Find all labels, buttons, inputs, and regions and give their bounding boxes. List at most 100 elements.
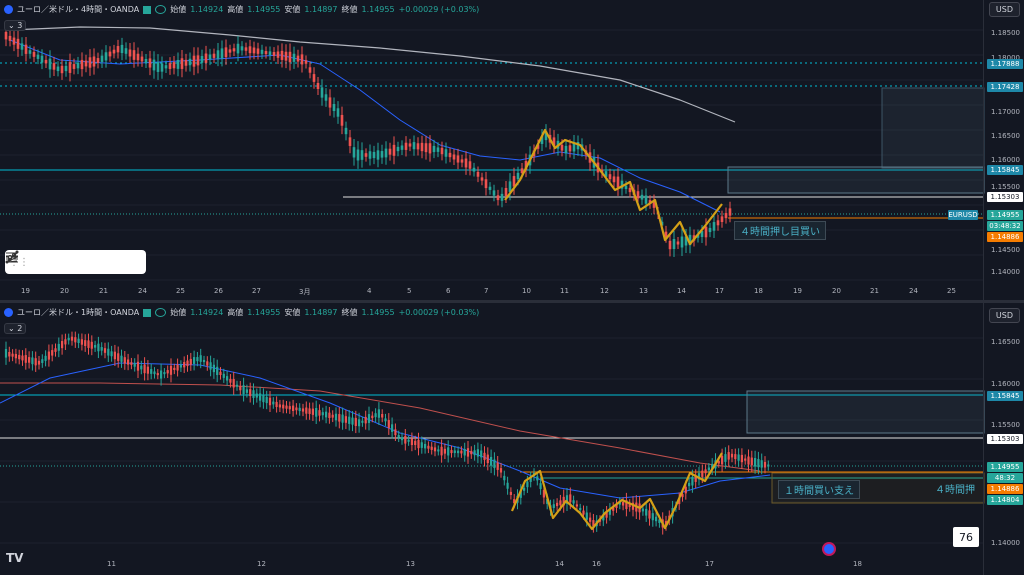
candle-body (180, 58, 184, 69)
candle-body (249, 389, 252, 397)
tradingview-logo[interactable]: TV (6, 551, 24, 565)
candle-body (691, 476, 694, 486)
indicators-toggle[interactable]: ⌄ 2 (4, 323, 27, 334)
candle-body (417, 439, 420, 449)
candle-body (216, 366, 219, 376)
candle-body (529, 476, 532, 482)
candle-body (348, 137, 352, 146)
candle-body (568, 145, 572, 152)
candle-body (524, 160, 528, 170)
price-label-orange: 1.14886 (987, 232, 1023, 242)
price-axis-4h[interactable]: 1.18500 1.18000 1.17000 1.16500 1.16000 … (983, 0, 1024, 302)
candle-body (472, 167, 476, 172)
fib-retracement-icon[interactable] (6, 252, 139, 270)
time-tick: 21 (99, 287, 108, 295)
ray-icon[interactable] (6, 251, 73, 270)
candle-body (64, 65, 68, 72)
horizontal-ray-icon[interactable] (6, 254, 117, 270)
drag-handle-icon[interactable]: ⋮⋮ (9, 256, 29, 268)
candle-body (443, 448, 446, 454)
pane-divider[interactable] (0, 300, 1024, 303)
candle-body (655, 516, 658, 522)
candle-body (392, 144, 396, 156)
candle-body (464, 158, 468, 168)
candle-body (188, 58, 192, 66)
candle-body (67, 337, 70, 341)
candle-body (204, 53, 208, 63)
candle-body (332, 104, 336, 111)
candle-body (341, 414, 344, 423)
price-label-green: 1.14804 (987, 495, 1023, 505)
time-tick: 5 (407, 287, 412, 295)
candle-body (546, 499, 549, 504)
candle-body (565, 495, 569, 504)
candle-body (305, 407, 308, 414)
candle-body (110, 351, 113, 357)
flag-icon[interactable] (143, 308, 152, 317)
candle-body (298, 407, 301, 412)
annotation-4h-dip-cut[interactable]: ４時間押 (935, 485, 975, 496)
candle-body (351, 417, 354, 425)
trendline-icon[interactable] (5, 250, 51, 270)
time-tick: 20 (832, 287, 841, 295)
candle-body (14, 353, 17, 359)
badge-76[interactable]: 76 (953, 527, 979, 547)
flag-icon[interactable] (143, 5, 152, 14)
candle-body (164, 65, 168, 69)
candle-body (173, 367, 176, 371)
candle-body (68, 62, 72, 73)
symbol-tag: EURUSD (948, 210, 978, 220)
candle-body (280, 50, 284, 60)
candle-body (92, 56, 96, 67)
candle-body (163, 372, 166, 375)
candle-body (252, 47, 256, 54)
candle-body (262, 394, 265, 403)
candle-body (734, 454, 737, 460)
eye-icon[interactable] (155, 5, 167, 14)
chart-pane-1h[interactable]: ユーロ／米ドル・1時間・OANDA 始値 1.14924 高値 1.14955 安値… (0, 303, 1024, 575)
change-value: +0.00029 (+0.03%) (398, 5, 480, 14)
candle-body (523, 487, 526, 491)
price-axis-1h[interactable]: 1.16500 1.16000 1.15500 1.14000 (983, 303, 1024, 575)
candle-body (503, 475, 506, 481)
candle-body (199, 355, 202, 362)
candle-body (688, 482, 691, 487)
candle-body (108, 51, 112, 57)
eye-icon[interactable] (155, 308, 167, 317)
time-tick: 25 (947, 287, 956, 295)
candle-body (416, 143, 420, 150)
close-value: 1.14955 (361, 308, 395, 317)
candle-body (28, 50, 32, 54)
alert-icon[interactable] (822, 542, 836, 556)
symbol-title[interactable]: ユーロ／米ドル・4時間・OANDA (17, 5, 140, 14)
candle-body (212, 53, 216, 58)
time-tick: 13 (406, 560, 415, 568)
indicators-toggle[interactable]: ⌄ 3 (4, 20, 27, 31)
candle-body (448, 152, 452, 158)
chart-canvas-4h[interactable] (0, 0, 1024, 302)
candle-body (340, 114, 344, 126)
candle-body (84, 340, 87, 346)
chart-canvas-1h[interactable] (0, 303, 1024, 575)
candle-body (648, 200, 652, 204)
candle-body (371, 415, 374, 419)
candle-body (136, 53, 140, 61)
candle-body (148, 58, 152, 68)
annotation-4h-buy-dip[interactable]: ４時間押し目買い (734, 221, 826, 240)
candle-body (684, 486, 687, 494)
currency-button[interactable]: USD (988, 2, 1020, 17)
candle-body (539, 483, 542, 489)
candle-body (457, 450, 460, 454)
candle-body (612, 507, 615, 511)
symbol-title[interactable]: ユーロ／米ドル・1時間・OANDA (17, 308, 140, 317)
currency-button[interactable]: USD (988, 308, 1020, 323)
chart-pane-4h[interactable]: ユーロ／米ドル・4時間・OANDA 始値 1.14924 高値 1.14955 安値… (0, 0, 1024, 302)
pitchfork-icon[interactable] (6, 252, 95, 270)
candle-body (516, 172, 520, 180)
candle-body (493, 459, 496, 469)
annotation-1h-support[interactable]: １時間買い支え (778, 480, 860, 499)
candle-body (427, 445, 430, 449)
candle-body (358, 419, 361, 427)
candle-body (248, 46, 252, 54)
candle-body (720, 216, 724, 223)
